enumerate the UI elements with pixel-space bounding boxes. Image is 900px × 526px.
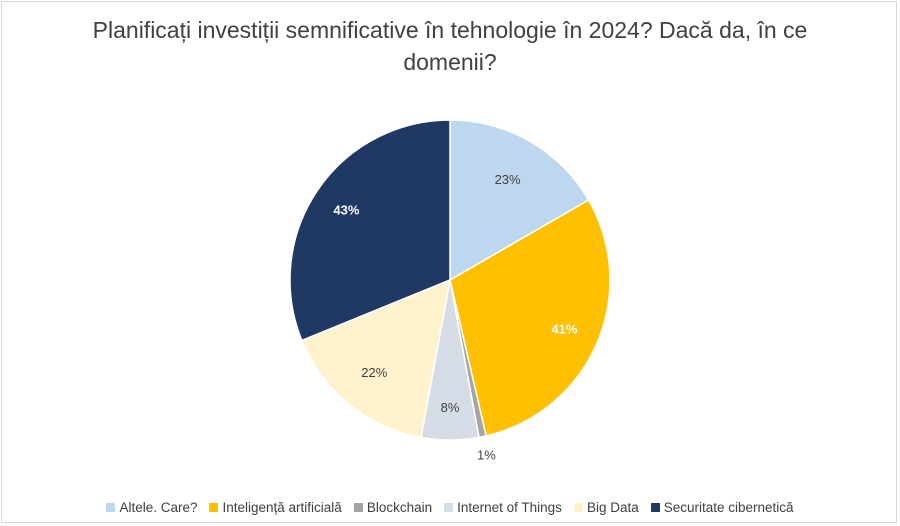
legend-item-inteligenta-artificiala: Inteligență artificială	[209, 500, 342, 515]
data-label-altele-care: 23%	[495, 172, 521, 187]
data-label-inteligenta-artificiala: 41%	[551, 322, 577, 337]
pie-data-labels: 23% 41% 1% 8% 22% 43%	[333, 172, 577, 462]
pie-slice-altele-care	[449, 119, 590, 282]
legend-label: Inteligență artificială	[222, 500, 342, 515]
legend-item-internet-of-things: Internet of Things	[444, 500, 562, 515]
pie-slice-big-data	[300, 278, 451, 439]
pie-slices	[289, 119, 611, 441]
legend-label: Blockchain	[366, 500, 433, 515]
legend-item-securitate-cibernetica: Securitate cibernetică	[650, 500, 794, 515]
legend-item-altele-care: Altele. Care?	[106, 500, 197, 515]
legend-item-big-data: Big Data	[573, 500, 639, 515]
legend-swatch	[106, 503, 116, 512]
chart-legend: Altele. Care? Inteligență artificială Bloc…	[0, 500, 900, 515]
legend-label: Altele. Care?	[119, 500, 198, 515]
legend-swatch	[444, 503, 454, 512]
data-label-internet-of-things: 8%	[441, 400, 460, 415]
chart-title: Planificați investiții semnificative în …	[92, 17, 808, 75]
data-label-securitate-cibernetica: 43%	[333, 202, 359, 217]
legend-swatch	[650, 503, 660, 512]
legend-swatch	[353, 503, 363, 512]
data-label-blockchain: 1%	[477, 447, 496, 462]
legend-item-blockchain: Blockchain	[353, 500, 433, 515]
pie-slice-securitate-cibernetica	[289, 119, 451, 342]
legend-label: Big Data	[586, 500, 639, 515]
legend-label: Internet of Things	[457, 500, 562, 515]
legend-swatch	[209, 503, 219, 512]
legend-swatch	[573, 503, 583, 512]
pie-slice-inteligenta-artificiala	[449, 198, 611, 437]
data-label-big-data: 22%	[361, 365, 387, 380]
legend-label: Securitate cibernetică	[663, 500, 794, 515]
